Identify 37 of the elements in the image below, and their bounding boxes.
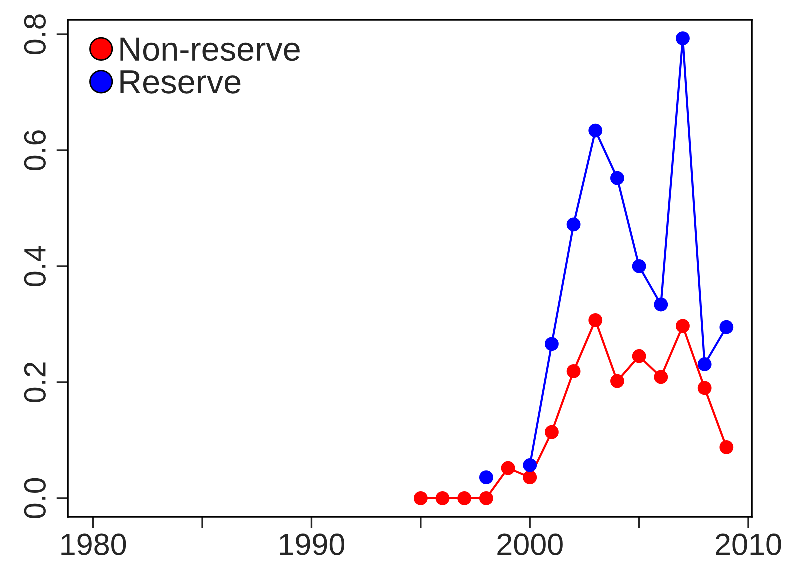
point	[566, 218, 581, 232]
x-tick-label: 2010	[716, 534, 782, 556]
y-tick-label: 0.6	[24, 130, 46, 171]
y-tick-label: 0.4	[24, 246, 46, 287]
point	[654, 370, 668, 384]
point	[698, 358, 712, 372]
point	[523, 470, 538, 485]
point	[720, 320, 734, 334]
point	[479, 491, 494, 506]
point	[545, 337, 559, 352]
point	[588, 313, 603, 328]
point	[479, 470, 494, 485]
point	[610, 171, 624, 186]
point	[654, 298, 668, 312]
point	[588, 124, 603, 138]
legend-label: Reserve	[120, 70, 241, 94]
point	[523, 458, 538, 472]
y-tick-label: 0.2	[24, 362, 46, 402]
y-tick-label: 0.0	[24, 478, 46, 518]
x-tick-label: 2000	[498, 534, 563, 556]
x-tick-label: 1990	[280, 534, 345, 556]
point	[632, 349, 646, 364]
point	[676, 319, 690, 334]
y-tick-label: 0.8	[24, 14, 46, 55]
point	[436, 491, 450, 506]
point	[720, 440, 734, 454]
legend-label: Non-reserve	[120, 38, 300, 62]
point	[545, 425, 559, 440]
point	[501, 461, 516, 476]
x-tick-label: 1980	[62, 534, 126, 556]
point	[676, 32, 690, 46]
point	[414, 491, 428, 506]
point	[632, 260, 646, 274]
point	[566, 364, 581, 378]
point	[458, 491, 472, 506]
point	[610, 374, 624, 388]
point	[698, 381, 712, 396]
